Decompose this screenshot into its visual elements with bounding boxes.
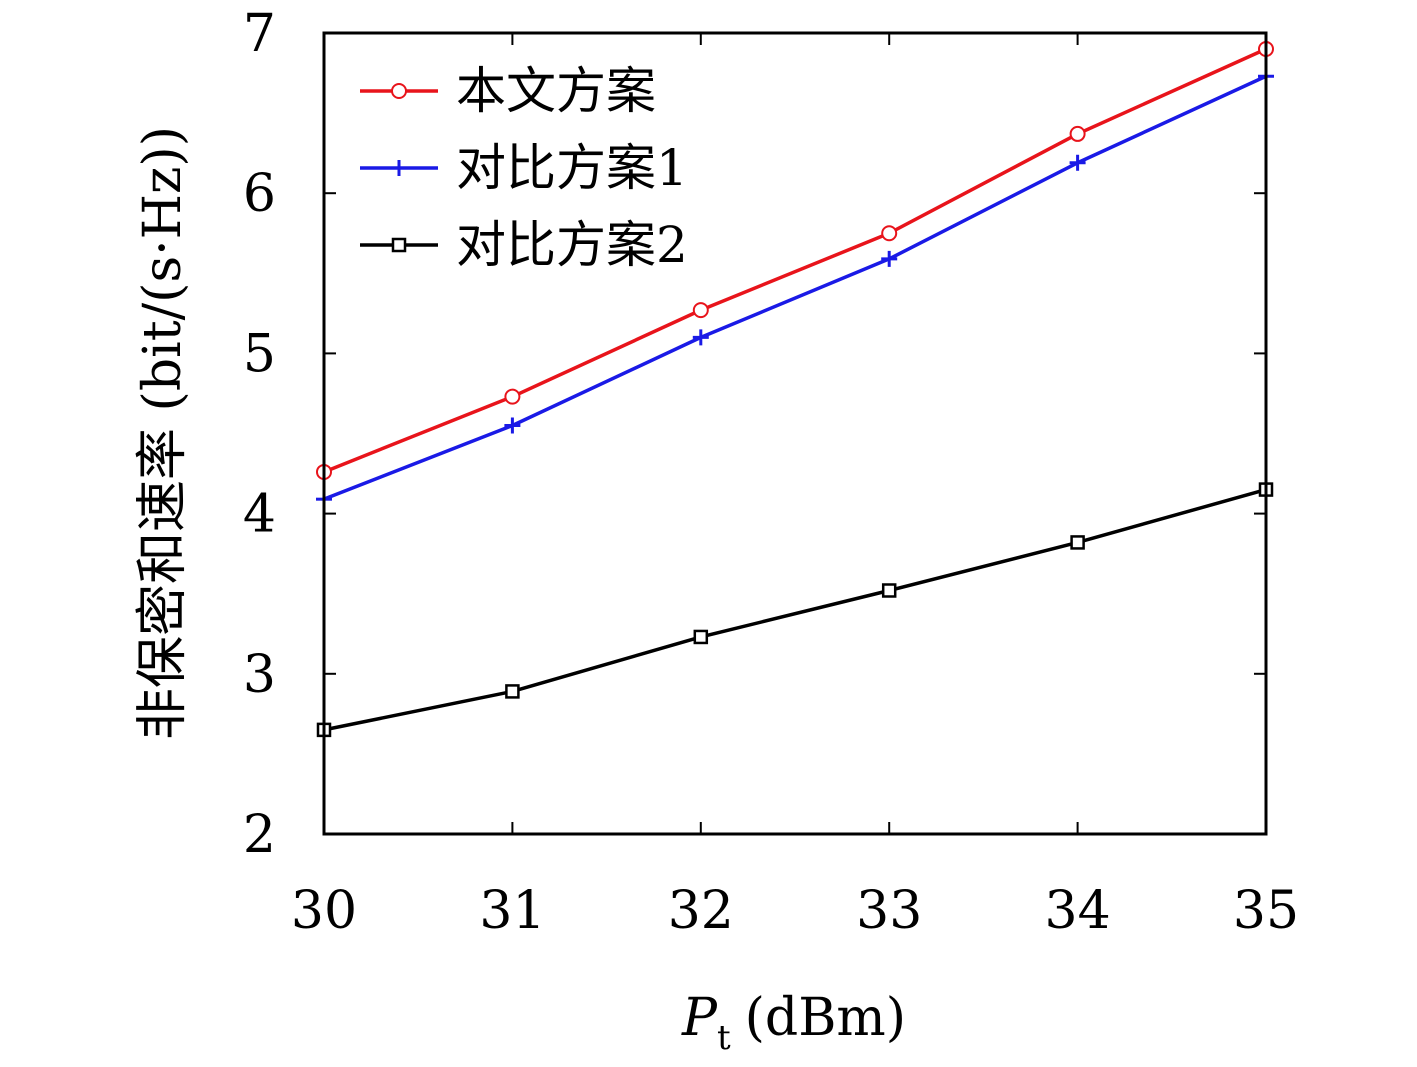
data-point-square <box>391 237 407 253</box>
series-line <box>323 487 1267 732</box>
y-axis-label: 非保密和速率 (bit/(s·Hz)) <box>133 126 193 740</box>
series-line <box>323 74 1267 501</box>
y-tick-label: 5 <box>243 324 276 384</box>
data-point-plus <box>391 160 407 176</box>
legend-label: 对比方案1 <box>456 139 688 197</box>
plot-frame <box>322 31 1268 836</box>
data-point-circle <box>504 388 521 405</box>
data-point-circle <box>391 83 407 99</box>
y-tick-label: 4 <box>243 485 276 545</box>
y-tick-label: 6 <box>243 164 276 224</box>
x-tick-label: 35 <box>1233 881 1299 941</box>
y-tick-label: 7 <box>243 4 276 64</box>
data-point-plus <box>881 250 898 267</box>
x-tick-label: 30 <box>291 881 357 941</box>
x-axis-subscript: t <box>717 1018 731 1058</box>
data-point-circle <box>1069 125 1086 142</box>
series-3 <box>316 482 1274 738</box>
y-tick-label: 2 <box>243 805 276 865</box>
legend-item: 对比方案2 <box>360 216 688 274</box>
series-1 <box>316 41 1274 480</box>
data-point-square <box>693 629 709 645</box>
data-point-circle <box>881 225 898 242</box>
series-line <box>323 47 1267 474</box>
data-point-plus <box>504 417 521 434</box>
x-axis-symbol: P <box>681 988 718 1048</box>
data-point-plus <box>692 329 709 346</box>
data-point-plus <box>1069 154 1086 171</box>
legend-label: 本文方案 <box>456 62 656 120</box>
data-point-circle <box>692 302 709 319</box>
x-tick-label: 33 <box>856 881 922 941</box>
x-tick-label: 31 <box>479 881 545 941</box>
legend-item: 本文方案 <box>360 62 656 120</box>
series-2 <box>316 68 1274 508</box>
x-axis-label: Pt (dBm) <box>681 988 906 1058</box>
y-tick-label: 3 <box>243 645 276 705</box>
x-tick-label: 34 <box>1045 881 1111 941</box>
data-point-square <box>505 684 520 699</box>
data-point-square <box>1070 535 1085 550</box>
legend-item: 对比方案1 <box>360 139 688 197</box>
x-axis-unit: (dBm) <box>745 988 906 1048</box>
x-tick-label: 32 <box>668 881 734 941</box>
legend-label: 对比方案2 <box>456 216 688 274</box>
data-point-square <box>881 583 897 598</box>
series-layer <box>316 41 1274 738</box>
